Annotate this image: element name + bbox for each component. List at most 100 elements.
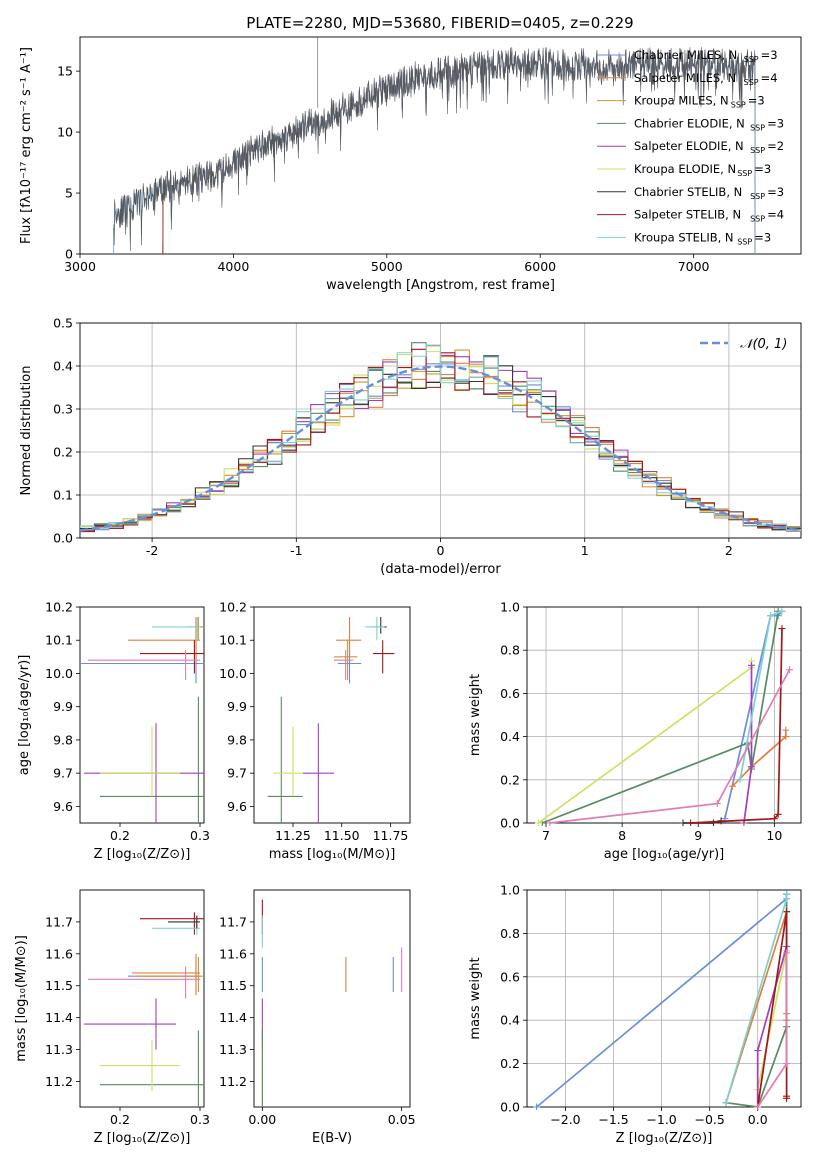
series-line [756, 952, 788, 1108]
plot-frame [79, 36, 802, 255]
series-marker [546, 819, 554, 826]
spectrum-line [162, 55, 756, 254]
x-tick-label: 4000 [217, 259, 249, 274]
error-bar-group [261, 899, 403, 1107]
y-tick-label: 0 [65, 247, 73, 262]
histogram-group [80, 342, 801, 533]
y-tick-label: 0.2 [53, 445, 73, 460]
x-tick-label: 1 [581, 543, 589, 558]
legend-entry-count: =3 [761, 48, 778, 62]
y-tick-label: 0.4 [53, 359, 73, 374]
y-tick-label: 10.1 [45, 633, 73, 648]
legend-entry-label: Chabrier ELODIE, N [634, 116, 745, 130]
y-tick-label: 11.5 [45, 978, 73, 993]
y-tick-label: 11.4 [45, 1010, 73, 1025]
series-marker [783, 949, 791, 957]
series-marker [774, 810, 782, 818]
y-axis-label: age [log₁₀(age/yr)] [17, 655, 32, 776]
y-tick-label: 0.4 [500, 1013, 520, 1028]
series-marker [782, 726, 790, 734]
series-marker [709, 819, 717, 826]
x-axis-label: Z [log₁₀(Z/Z⊙)] [616, 1131, 713, 1146]
plot-frame [253, 889, 411, 1108]
x-tick-label: -1 [290, 543, 302, 558]
y-tick-label: 0.0 [500, 1100, 520, 1115]
x-tick-label: −0.5 [694, 1112, 724, 1127]
legend-entry-count: =3 [767, 185, 784, 199]
y-tick-label: 11.2 [219, 1074, 247, 1089]
y-tick-label: 0.2 [500, 1056, 520, 1071]
spectrum-lines [113, 37, 756, 254]
y-tick-label: 0.0 [53, 531, 73, 546]
y-tick-label: 11.4 [219, 1010, 247, 1025]
y-tick-label: 0.3 [53, 402, 73, 417]
y-tick-label: 10.0 [219, 666, 247, 681]
series-marker [786, 666, 794, 674]
legend-entry-subscript: SSP [750, 123, 765, 132]
x-tick-label: −1.5 [598, 1112, 628, 1127]
y-tick-label: 9.8 [227, 732, 247, 747]
x-axis-label: (data-model)/error [380, 562, 501, 577]
y-tick-label: 0.2 [500, 772, 520, 787]
observed-spectrum-line [113, 47, 756, 252]
series-line [756, 911, 788, 1108]
x-tick-label: 8 [618, 828, 626, 843]
y-tick-label: 11.6 [219, 946, 247, 961]
x-tick-label: 2 [725, 543, 733, 558]
legend-entry-subscript: SSP [750, 192, 765, 201]
series-marker [533, 1103, 541, 1110]
legend-entry-subscript: SSP [750, 215, 765, 224]
y-tick-label: 0.4 [500, 729, 520, 744]
y-axis-label: mass weight [468, 674, 483, 756]
series-group [534, 607, 794, 826]
y-tick-label: 11.3 [219, 1042, 247, 1057]
error-bar-group [80, 616, 204, 823]
x-tick-label: 3000 [64, 259, 96, 274]
y-tick-label: 9.6 [227, 799, 247, 814]
series-marker [783, 908, 791, 916]
series-marker [754, 1103, 762, 1110]
spectrum-line [162, 55, 756, 254]
y-tick-label: 9.8 [53, 732, 73, 747]
legend-entry-label: 𝒩(0, 1) [740, 337, 787, 352]
x-tick-label: 0.05 [388, 1112, 416, 1127]
legend-entry-label: Chabrier MILES, N [634, 48, 737, 62]
x-axis-label: Z [log₁₀(Z/Z⊙)] [94, 847, 191, 862]
y-axis-label: mass weight [468, 957, 483, 1039]
x-tick-label: 0.0 [748, 1112, 768, 1127]
series-marker [748, 661, 756, 669]
series-line [541, 611, 780, 824]
legend-entry-subscript: SSP [737, 169, 752, 178]
legend-entry-count: =3 [754, 162, 771, 176]
y-axis-label: mass [log₁₀(M/M⊙)] [14, 935, 29, 1062]
residual-histogram-panel: -2 -1 0 1 2 0.0 0.1 0.2 0.3 0.4 0.5 (data-model)/er… [19, 316, 802, 577]
series-line [724, 610, 783, 819]
series-line [690, 628, 783, 824]
legend-entry-subscript: SSP [731, 101, 746, 110]
spectrum-panel: 3000 4000 5000 6000 7000 0 5 10 15 wavelength [An… [19, 36, 802, 293]
plot-frame [79, 889, 205, 1108]
normal-reference-curve [80, 365, 801, 532]
y-tick-label: 11.6 [45, 946, 73, 961]
y-tick-label: 10 [57, 125, 73, 140]
x-tick-label: 10 [766, 828, 782, 843]
y-tick-label: 9.7 [227, 766, 247, 781]
legend-entry-label: Salpeter STELIB, N [634, 208, 741, 222]
legend-entry-count: =3 [754, 230, 771, 244]
y-tick-label: 0.1 [53, 488, 73, 503]
legend-entry-subscript: SSP [744, 78, 759, 87]
y-tick-label: 0.8 [500, 643, 520, 658]
y-tick-label: 9.7 [53, 766, 73, 781]
y-tick-label: 15 [57, 64, 73, 79]
x-tick-label: 6000 [524, 259, 556, 274]
legend-entry-count: =3 [748, 94, 765, 108]
legend-entry-label: Kroupa ELODIE, N [634, 162, 736, 176]
y-tick-label: 11.7 [219, 914, 247, 929]
y-tick-label: 9.6 [53, 799, 73, 814]
y-axis-label: Flux [fλ10⁻¹⁷ erg cm⁻² s⁻¹ A⁻¹] [19, 47, 34, 244]
error-bar-group [267, 616, 395, 823]
x-tick-label: 0.2 [110, 828, 130, 843]
x-tick-label: 0.2 [110, 1112, 130, 1127]
